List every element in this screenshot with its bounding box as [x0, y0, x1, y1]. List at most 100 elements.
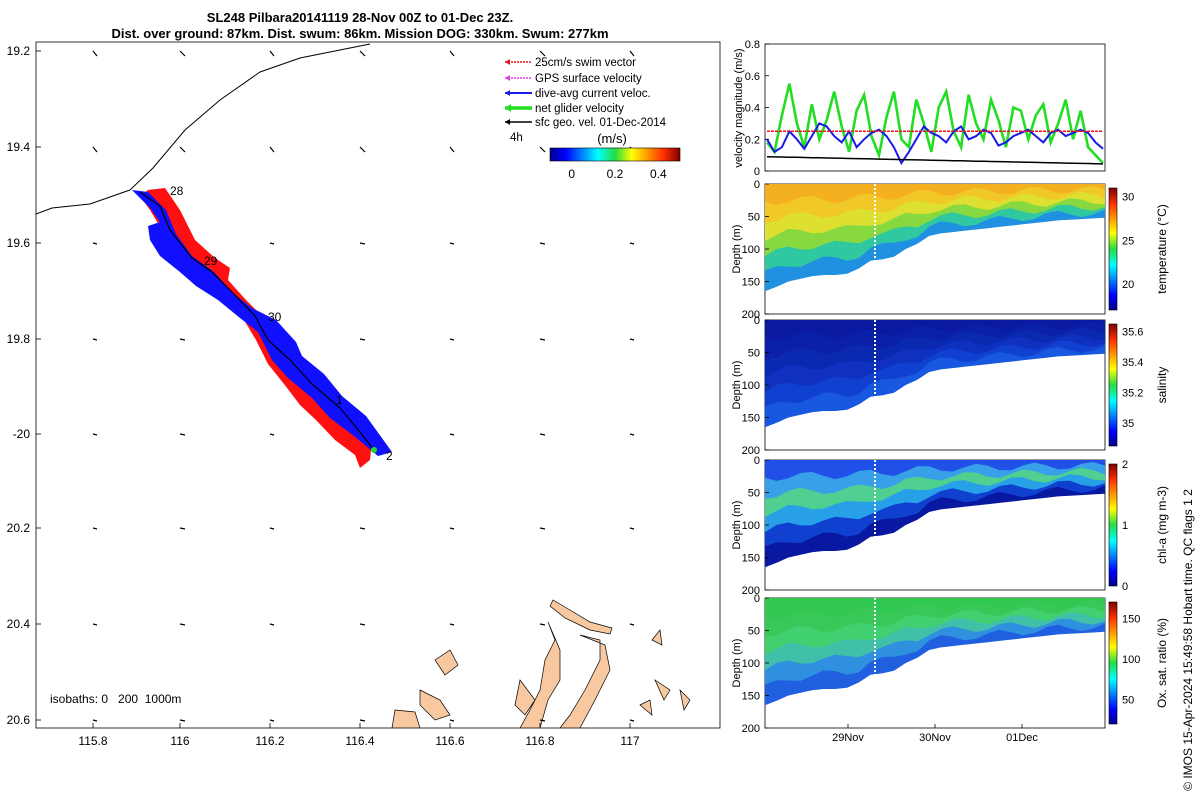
section-y-tick-label: 0	[754, 315, 760, 327]
time-x-tick-label: 29Nov	[832, 732, 864, 744]
section-colorbar-label: chl-a (mg m-3)	[1155, 486, 1169, 564]
legend-item-sfc-geo: sfc geo. vel. 01-Dec-2014	[505, 117, 667, 129]
legend-label-gps-surface: GPS surface velocity	[535, 73, 642, 85]
map-y-tick-label: -20	[13, 427, 31, 441]
legend-item-swim-vector: 25cm/s swim vector	[505, 57, 636, 69]
section-y-tick-label: 50	[748, 212, 760, 224]
colorbar-title: (m/s)	[597, 131, 627, 146]
geo-arrow	[629, 527, 635, 530]
geo-arrow	[449, 527, 455, 530]
geo-arrow	[359, 146, 366, 153]
section-colorbar-tick: 20	[1122, 279, 1134, 291]
section-ylabel: Depth (m)	[731, 225, 743, 274]
copyright-text: © IMOS 15-Apr-2024 15:49:58 Hobart time.…	[1181, 489, 1195, 791]
time-interval-label: 4h	[510, 132, 523, 144]
geo-arrow	[449, 242, 455, 245]
map-legend: 25cm/s swim vector GPS surface velocity …	[505, 57, 667, 144]
legend-label-dive-avg: dive-avg current veloc.	[535, 88, 651, 100]
geo-arrow	[629, 719, 635, 722]
section-band	[765, 320, 1105, 341]
legend-label-swim-vector: 25cm/s swim vector	[535, 57, 636, 69]
section-y-tick-label: 50	[748, 348, 760, 360]
geo-arrow	[539, 242, 546, 245]
section-y-tick-label: 50	[748, 488, 760, 500]
velocity-frame	[764, 43, 1106, 172]
time-x-ticks: 29Nov 30Nov 01Dec	[832, 724, 1038, 744]
geo-arrow	[179, 433, 186, 436]
geo-arrow	[539, 50, 546, 57]
map-x-tick-label: 117	[620, 734, 639, 748]
section-y-tick-label: 50	[748, 626, 760, 638]
geo-arrow	[449, 338, 455, 341]
map-y-tick-label: 19.4	[7, 140, 31, 154]
time-x-tick-label: 30Nov	[919, 732, 951, 744]
geo-arrow	[629, 242, 635, 245]
section-colorbar	[1108, 601, 1118, 725]
section-y-tick-label: 0	[754, 455, 760, 467]
section-colorbar	[1108, 323, 1118, 447]
velocity-y-ticks: 0 0.2 0.4 0.6 0.8	[745, 39, 769, 178]
geo-arrow	[179, 527, 186, 530]
geo-arrow	[359, 242, 366, 245]
section-y-tick-label: 200	[742, 585, 760, 597]
geo-arrow	[179, 338, 186, 341]
geo-arrow	[92, 433, 98, 436]
day-marker-1: 1	[336, 393, 343, 407]
section-colorbar-label: salinity	[1155, 367, 1169, 404]
legend-label-net-glider: net glider velocity	[535, 103, 624, 115]
section-colorbar-tick: 0	[1122, 581, 1128, 593]
legend-item-net-glider: net glider velocity	[505, 103, 624, 115]
section-colorbar-tick: 2	[1122, 459, 1128, 471]
geo-arrow	[629, 50, 635, 57]
geo-arrow	[359, 623, 366, 626]
geo-arrow	[629, 433, 635, 436]
velocity-y-tick-label: 0.8	[745, 39, 760, 51]
glider-track	[139, 191, 375, 451]
geo-arrow	[539, 433, 546, 436]
legend-item-gps-surface: GPS surface velocity	[505, 73, 642, 85]
geo-arrow	[269, 527, 275, 530]
geo-arrow	[92, 242, 98, 245]
map-x-tick-label: 116	[170, 734, 189, 748]
velocity-ylabel: velocity magnitude (m/s)	[733, 48, 745, 167]
section-colorbar-tick: 150	[1122, 613, 1140, 625]
day-marker-30: 30	[268, 310, 282, 324]
section-y-tick-label: 150	[742, 277, 760, 289]
section-oxygen: 0 50 100 150 200 Depth (m) 150 100 50 Ox. sat. ra…	[731, 593, 1169, 735]
section-y-tick-label: 0	[754, 179, 760, 191]
geo-arrow	[629, 338, 635, 341]
geo-arrow	[449, 433, 455, 436]
day-marker-28: 28	[170, 184, 184, 198]
day-marker-2: 2	[386, 449, 393, 463]
geo-arrow	[269, 50, 275, 57]
section-y-tick-label: 100	[742, 658, 760, 670]
geo-arrow	[539, 623, 546, 626]
section-colorbar-tick: 100	[1122, 654, 1140, 666]
velocity-panel: 0 0.2 0.4 0.6 0.8 velocity magnitude (m/s)	[733, 39, 1106, 178]
section-colorbar-tick: 35.2	[1122, 388, 1143, 400]
geo-arrow	[539, 338, 546, 341]
section-y-tick-label: 150	[742, 553, 760, 565]
geo-arrow	[359, 719, 366, 722]
section-y-tick-label: 200	[742, 309, 760, 321]
section-colorbar-tick: 35	[1122, 418, 1134, 430]
geo-arrow	[92, 527, 98, 530]
track-current-vectors	[132, 190, 392, 456]
map-y-tick-label: 19.6	[7, 236, 31, 250]
map-panel: 28 29 30 1 2 115.8 116 116.2 116.4 116.6 116.…	[7, 41, 721, 748]
velocity-y-tick-label: 0.2	[745, 134, 760, 146]
speed-colorbar: (m/s) 0 0.2 0.4	[549, 131, 681, 181]
section-colorbar-tick: 25	[1122, 235, 1134, 247]
glider-position-marker	[371, 447, 377, 453]
geo-arrow	[539, 719, 546, 722]
section-y-tick-label: 150	[742, 691, 760, 703]
colorbar-tick-0: 0	[568, 167, 575, 181]
day-marker-29: 29	[204, 254, 218, 268]
chart-title-line1: SL248 Pilbara20141119 28-Nov 00Z to 01-D…	[206, 10, 514, 25]
section-temperature: 0 50 100 150 200 Depth (m) 30 25 20 temperature (…	[731, 179, 1169, 321]
geo-arrow	[449, 146, 455, 153]
section-y-tick-label: 0	[754, 593, 760, 605]
velocity-series	[765, 83, 1104, 166]
geo-arrow	[269, 242, 275, 245]
